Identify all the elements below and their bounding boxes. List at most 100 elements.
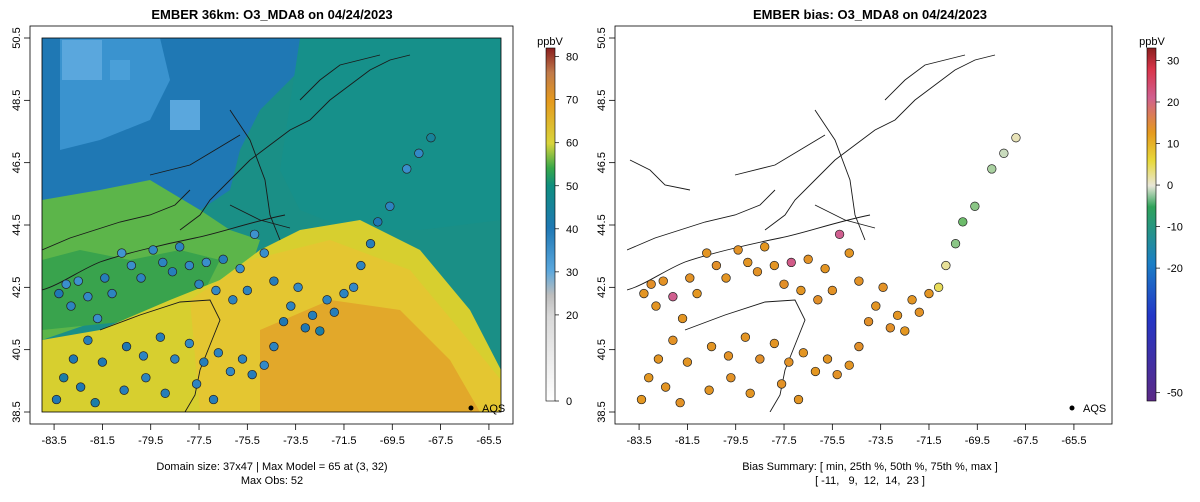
station-marker [760, 242, 770, 252]
station-marker [92, 313, 103, 324]
bias-colorbar-ticks: -50 -20 -10 0 10 20 30 [1156, 55, 1183, 400]
bias-colorbar: ppbV -50 -20 -10 0 10 20 30 [1139, 36, 1183, 402]
x-tick-label: -71.5 [916, 435, 941, 447]
colorbar-tick-label: 80 [566, 52, 578, 64]
station-marker [999, 148, 1009, 158]
x-tick-label: -77.5 [771, 435, 796, 447]
station-marker [651, 301, 661, 311]
station-marker [723, 351, 734, 361]
station-marker [752, 267, 763, 277]
colorbar-tick-label: 40 [566, 224, 578, 236]
station-marker [184, 260, 195, 271]
model-stations [51, 133, 436, 408]
station-marker [769, 338, 780, 349]
station-marker [269, 276, 279, 286]
station-marker [743, 257, 753, 268]
station-marker [854, 341, 864, 352]
station-marker [107, 288, 117, 299]
station-marker [661, 382, 671, 392]
colorbar-tick-label: -50 [1167, 388, 1183, 400]
station-marker [779, 279, 789, 289]
station-marker [141, 373, 151, 383]
y-tick-label: 50.5 [596, 27, 608, 48]
x-tick-label: -73.5 [868, 435, 893, 447]
station-marker [892, 310, 903, 321]
station-marker [924, 288, 934, 299]
station-marker [385, 201, 395, 211]
x-tick-label: -79.5 [723, 435, 748, 447]
colorbar-tick-label: -20 [1167, 263, 1183, 275]
station-marker [213, 348, 224, 358]
station-marker [199, 357, 209, 367]
station-marker [158, 257, 168, 268]
x-tick-label: -71.5 [331, 435, 356, 447]
station-marker [677, 313, 688, 324]
x-tick-label: -73.5 [283, 435, 308, 447]
station-marker [315, 326, 325, 336]
model-legend-label: AQS [482, 403, 505, 415]
station-marker [658, 276, 668, 286]
station-marker [348, 282, 359, 292]
y-tick-label: 40.5 [11, 339, 23, 360]
x-tick-label: -79.5 [138, 435, 163, 447]
x-tick-label: -81.5 [90, 435, 115, 447]
station-marker [706, 341, 717, 352]
station-marker [100, 273, 110, 283]
station-marker [646, 279, 656, 289]
model-legend: AQS [468, 403, 505, 415]
y-tick-label: 40.5 [596, 339, 608, 360]
station-marker [148, 245, 158, 255]
y-tick-label: 48.5 [596, 90, 608, 111]
x-tick-label: -75.5 [235, 435, 260, 447]
y-tick-label: 44.5 [596, 214, 608, 235]
station-marker [776, 379, 787, 389]
bias-y-axis: 38.5 40.5 42.5 44.5 46.5 48.5 50.5 [596, 27, 615, 423]
bias-legend-label: AQS [1083, 403, 1106, 415]
x-tick-label: -83.5 [627, 435, 652, 447]
station-marker [702, 248, 712, 258]
station-marker [76, 382, 86, 392]
station-marker [854, 276, 864, 286]
colorbar-tick-label: 30 [1167, 55, 1179, 67]
station-marker [51, 394, 62, 405]
station-marker [827, 285, 837, 296]
station-marker [235, 263, 245, 274]
station-marker [97, 357, 108, 367]
station-marker [958, 217, 968, 227]
colorbar-tick-label: 20 [1167, 97, 1179, 109]
colorbar-tick-label: 30 [566, 267, 578, 279]
station-marker [356, 260, 366, 271]
bias-stations [636, 133, 1021, 408]
station-marker [798, 348, 809, 358]
model-colorbar-ramp [545, 47, 556, 402]
x-tick-label: -83.5 [42, 435, 67, 447]
station-marker [201, 257, 211, 268]
y-tick-label: 38.5 [596, 401, 608, 422]
station-marker [653, 354, 664, 364]
bias-colorbar-label: ppbV [1139, 36, 1165, 48]
y-tick-label: 50.5 [11, 27, 23, 48]
station-marker [711, 260, 722, 271]
station-marker [211, 285, 221, 296]
station-marker [126, 260, 137, 271]
station-marker [784, 357, 794, 367]
x-tick-label: -75.5 [820, 435, 845, 447]
colorbar-tick-label: 50 [566, 181, 578, 193]
station-marker [119, 385, 129, 395]
station-marker [786, 257, 796, 268]
station-marker [414, 148, 424, 158]
station-marker [242, 285, 252, 296]
colorbar-tick-label: 70 [566, 95, 578, 107]
station-marker [721, 273, 731, 283]
model-panel: EMBER 36km: O3_MDA8 on 04/24/2023 [11, 7, 578, 487]
aqs-marker-icon [468, 405, 474, 411]
station-marker [970, 201, 980, 211]
model-coastlines [42, 54, 411, 412]
station-marker [885, 323, 895, 333]
station-marker [194, 279, 204, 289]
station-marker [59, 373, 69, 383]
x-tick-label: -69.5 [380, 435, 405, 447]
bias-coastlines [627, 54, 996, 412]
model-colorbar-ticks: 0 20 30 40 50 60 70 80 [555, 52, 578, 408]
